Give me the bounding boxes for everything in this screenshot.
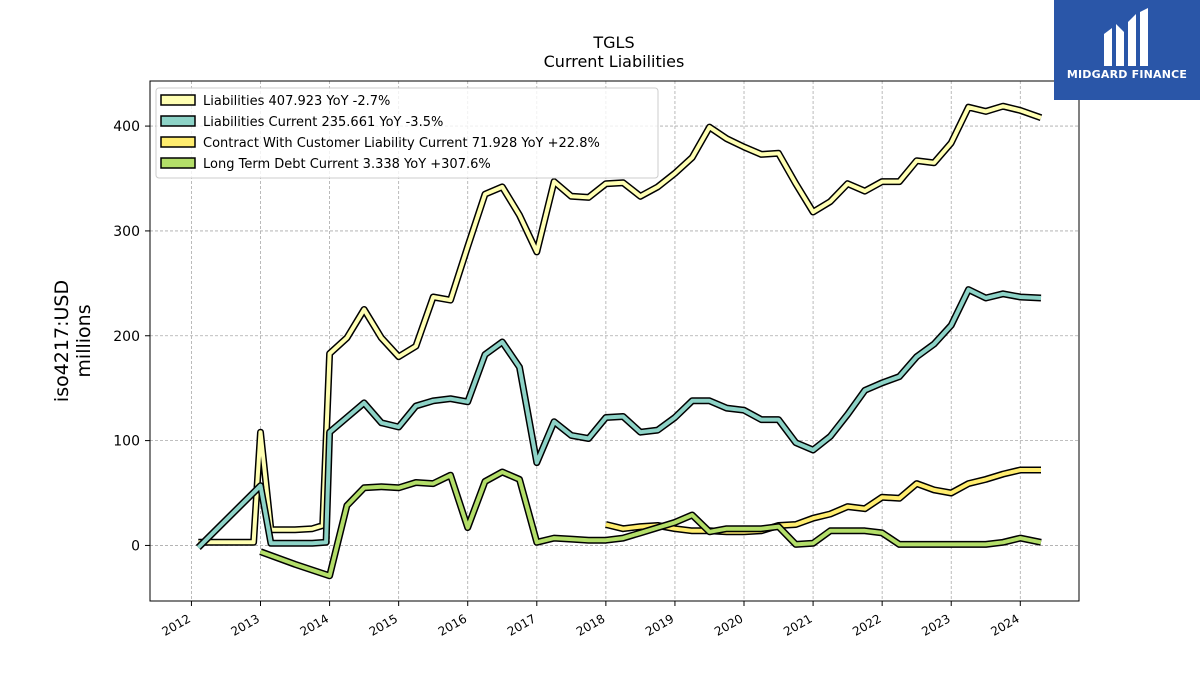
x-tick-label: 2018 — [574, 611, 607, 638]
chart-subtitle: Current Liabilities — [544, 52, 685, 71]
legend-label-1: Liabilities Current 235.661 YoY -3.5% — [203, 115, 443, 130]
x-tick-label: 2023 — [919, 611, 952, 638]
y-axis-label-line-1: iso4217:USD — [51, 280, 73, 402]
series-line-0 — [198, 104, 1042, 545]
x-tick-label: 2012 — [159, 611, 192, 638]
series-line-2 — [605, 468, 1041, 534]
legend: Liabilities 407.923 YoY -2.7% Liabilities… — [155, 87, 659, 179]
legend-swatch-3 — [160, 157, 196, 169]
legend-swatch-0 — [160, 94, 196, 106]
x-tick-label: 2022 — [850, 611, 883, 638]
x-tick-label: 2015 — [367, 611, 400, 638]
x-tick-label: 2017 — [505, 611, 538, 638]
logo-text: MIDGARD FINANCE — [1066, 68, 1188, 81]
legend-label-3: Long Term Debt Current 3.338 YoY +307.6% — [203, 157, 491, 172]
legend-label-0: Liabilities 407.923 YoY -2.7% — [203, 94, 390, 109]
y-tick-label: 300 — [113, 224, 140, 240]
x-tick-label: 2014 — [298, 611, 331, 638]
x-tick-label: 2020 — [712, 611, 745, 638]
y-tick-label: 400 — [113, 119, 140, 135]
midgard-logo-icon — [1104, 8, 1148, 66]
midgard-finance-logo: MIDGARD FINANCE — [1054, 0, 1200, 100]
series-lines — [195, 102, 1043, 580]
x-tick-label: 2024 — [988, 611, 1021, 638]
y-tick-label: 100 — [113, 434, 140, 450]
series-line-3 — [259, 470, 1042, 578]
y-tick-label: 0 — [131, 538, 140, 554]
x-tick-label: 2013 — [229, 611, 262, 638]
legend-label-2: Contract With Customer Liability Current… — [203, 136, 600, 151]
y-tick-label: 200 — [113, 329, 140, 345]
legend-swatch-2 — [160, 136, 196, 148]
chart-title: TGLS — [592, 33, 634, 52]
series-line-1 — [196, 287, 1042, 549]
x-tick-label: 2021 — [781, 611, 814, 638]
plot-frame — [149, 80, 1080, 602]
x-tick-label: 2016 — [436, 611, 469, 638]
legend-swatch-1 — [160, 115, 196, 127]
legend-frame — [155, 87, 659, 179]
x-tick-label: 2019 — [643, 611, 676, 638]
y-axis-label-line-2: millions — [73, 304, 95, 377]
